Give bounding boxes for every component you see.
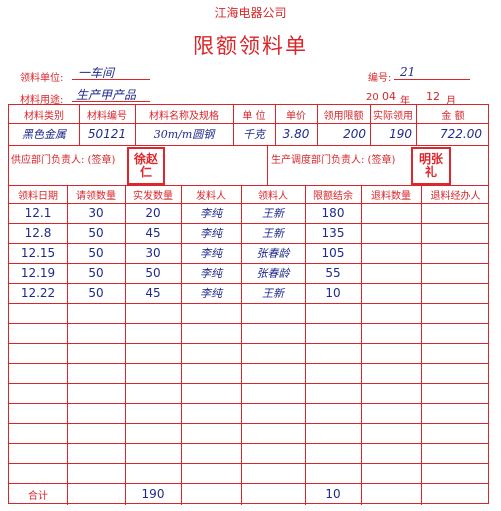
row-4-issuer: 李纯	[200, 267, 222, 280]
year-label: 年	[400, 96, 410, 107]
unit-label: 领料单位:	[20, 73, 64, 84]
material-unit: 千克	[243, 128, 265, 141]
year-prefix: 20	[366, 92, 379, 103]
material-limit: 200	[343, 127, 366, 141]
row-3-date: 12.15	[20, 246, 56, 260]
material-header-category: 材料类别	[24, 110, 64, 122]
row-5-date: 12.22	[20, 286, 56, 300]
issue-header-requested: 请领数量	[76, 190, 116, 202]
form-title: 限额领料单	[193, 34, 308, 58]
total-issued: 190	[141, 487, 165, 501]
row-3-receiver: 张春龄	[256, 247, 290, 260]
material-name: 30m/m圆钢	[153, 128, 215, 141]
row-4-requested: 50	[88, 266, 104, 280]
row-1-issuer: 李纯	[200, 207, 222, 220]
material-amount: 722.00	[440, 127, 482, 141]
row-3-issuer: 李纯	[200, 247, 222, 260]
material-price: 3.80	[282, 127, 310, 141]
row-2-receiver: 王新	[262, 227, 284, 240]
issue-header-balance: 限额结余	[313, 190, 353, 202]
row-3-balance: 105	[321, 246, 345, 260]
total-balance: 10	[325, 487, 341, 501]
row-4-balance: 55	[325, 266, 341, 280]
material-header-actual: 实际领用	[373, 110, 413, 122]
number-label: 编号:	[368, 73, 392, 84]
material-actual: 190	[389, 127, 412, 141]
issue-header-issued: 实发数量	[133, 190, 173, 202]
material-header-price: 单价	[286, 110, 306, 122]
row-4-issued: 50	[145, 266, 161, 280]
row-1-balance: 180	[321, 206, 345, 220]
row-1-date: 12.1	[24, 206, 52, 220]
dispatch-stamp: 明张礼	[411, 147, 451, 185]
row-2-date: 12.8	[24, 226, 52, 240]
use-label: 材料用途:	[20, 95, 64, 106]
month-value: 12	[426, 90, 440, 103]
material-header-amount: 金 额	[441, 110, 465, 122]
row-1-receiver: 王新	[262, 207, 284, 220]
material-header-code: 材料编号	[87, 110, 127, 122]
row-2-issuer: 李纯	[200, 227, 222, 240]
number-value: 21	[400, 65, 416, 79]
row-2-issued: 45	[145, 226, 161, 240]
material-code: 50121	[87, 127, 127, 141]
dispatch-signature-label: 生产调度部门负责人: (签章)	[271, 154, 396, 166]
row-1-issued: 20	[145, 206, 161, 220]
row-1-requested: 30	[88, 206, 104, 220]
unit-underline	[72, 79, 150, 80]
row-3-issued: 30	[145, 246, 161, 260]
issue-header-receiver: 领料人	[258, 190, 288, 202]
row-5-issued: 45	[145, 286, 161, 300]
row-5-balance: 10	[325, 286, 341, 300]
use-value: 生产甲产品	[76, 88, 137, 102]
issue-header-issuer: 发料人	[196, 190, 226, 202]
row-5-requested: 50	[88, 286, 104, 300]
row-4-receiver: 张春龄	[256, 267, 290, 280]
unit-value: 一车间	[78, 66, 115, 80]
supply-signature-label: 供应部门负责人: (签章)	[11, 154, 116, 166]
row-5-issuer: 李纯	[200, 287, 222, 300]
row-5-receiver: 王新	[262, 287, 284, 300]
company-name: 江海电器公司	[214, 6, 287, 20]
material-header-unit: 单 位	[242, 110, 266, 122]
issue-header-date: 领料日期	[18, 190, 58, 202]
issue-header-return-handler: 退料经办人	[430, 190, 481, 202]
row-2-requested: 50	[88, 226, 104, 240]
row-3-requested: 50	[88, 246, 104, 260]
material-category: 黑色金属	[22, 128, 66, 141]
material-header-name: 材料名称及规格	[149, 110, 219, 122]
issue-header-return-qty: 退料数量	[371, 190, 411, 202]
row-2-balance: 135	[321, 226, 345, 240]
number-underline	[394, 79, 470, 80]
total-label: 合计	[28, 490, 48, 502]
dispatch-stamp-text: 明张礼	[418, 152, 443, 179]
supply-stamp: 徐赵仁	[127, 147, 165, 185]
material-header-limit: 领用限额	[323, 110, 364, 122]
row-4-date: 12.19	[20, 266, 56, 280]
requisition-form: 材料类别 材料编号 材料名称及规格 单 位 单价 领用限额 实际领用 金 额 黑…	[8, 104, 489, 505]
year-value: 04	[382, 90, 396, 103]
use-underline	[72, 101, 150, 102]
supply-stamp-text: 徐赵仁	[133, 152, 158, 179]
month-label: 月	[446, 96, 456, 107]
